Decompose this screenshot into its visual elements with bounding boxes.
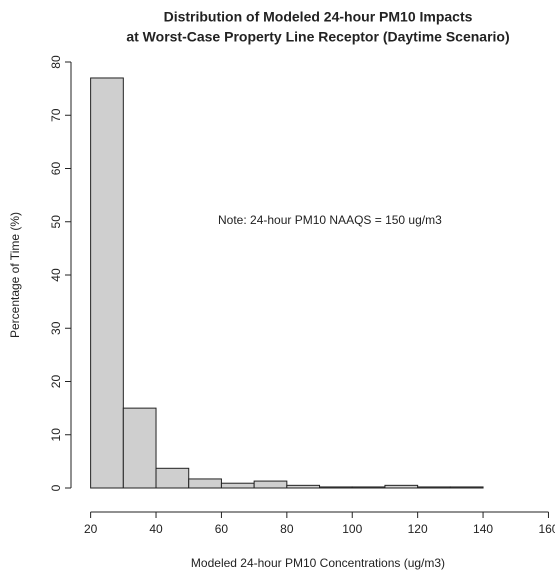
x-tick-label: 160 [538,522,555,536]
x-tick-label: 20 [84,522,98,536]
x-tick-label: 140 [473,522,493,536]
chart-title: at Worst-Case Property Line Receptor (Da… [126,29,509,45]
y-tick-label: 80 [49,55,63,69]
bar [351,486,386,489]
bar [90,77,124,489]
bar [384,484,419,489]
x-tick-label: 40 [149,522,163,536]
bar [253,480,288,489]
x-axis-label: Modeled 24-hour PM10 Concentrations (ug/… [191,556,445,570]
x-tick-label: 80 [280,522,294,536]
annotation: Note: 24-hour PM10 NAAQS = 150 ug/m3 [218,213,442,227]
y-tick-label: 60 [49,162,63,176]
y-tick-label: 10 [49,428,63,442]
y-tick-label: 70 [49,108,63,122]
bar [220,482,255,489]
x-tick-label: 120 [408,522,428,536]
chart-title: Distribution of Modeled 24-hour PM10 Imp… [164,9,473,25]
y-tick-label: 40 [49,268,63,282]
bar [188,478,222,489]
y-axis-label: Percentage of Time (%) [8,212,22,338]
y-tick-label: 20 [49,375,63,389]
y-tick-label: 50 [49,215,63,229]
bar [286,484,321,489]
bar [319,486,353,489]
x-tick-label: 100 [342,522,362,536]
bar [417,486,451,489]
bar [122,407,157,489]
x-tick-label: 60 [215,522,229,536]
bar [155,467,190,489]
y-tick-label: 0 [49,484,63,491]
y-tick-label: 30 [49,321,63,335]
bar [449,486,484,489]
